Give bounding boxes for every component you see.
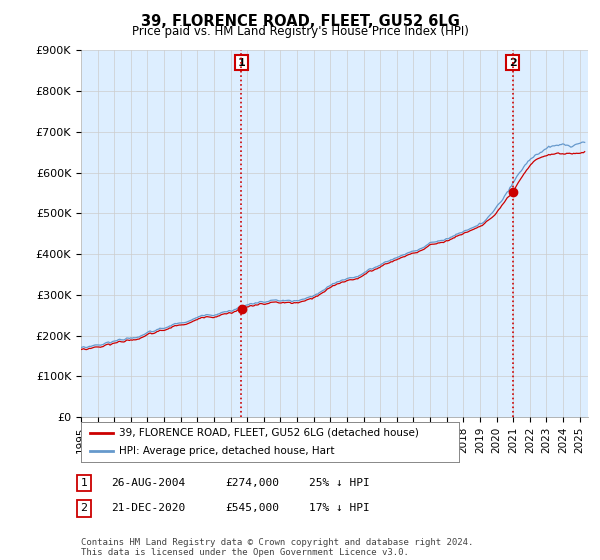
Text: 39, FLORENCE ROAD, FLEET, GU52 6LG (detached house): 39, FLORENCE ROAD, FLEET, GU52 6LG (deta… — [119, 428, 419, 437]
Text: 17% ↓ HPI: 17% ↓ HPI — [309, 503, 370, 514]
Text: Contains HM Land Registry data © Crown copyright and database right 2024.
This d: Contains HM Land Registry data © Crown c… — [81, 538, 473, 557]
Text: 25% ↓ HPI: 25% ↓ HPI — [309, 478, 370, 488]
Text: 26-AUG-2004: 26-AUG-2004 — [111, 478, 185, 488]
Text: HPI: Average price, detached house, Hart: HPI: Average price, detached house, Hart — [119, 446, 334, 456]
Text: 21-DEC-2020: 21-DEC-2020 — [111, 503, 185, 514]
Text: 1: 1 — [80, 478, 88, 488]
Text: £274,000: £274,000 — [225, 478, 279, 488]
Text: 2: 2 — [80, 503, 88, 514]
Text: Price paid vs. HM Land Registry's House Price Index (HPI): Price paid vs. HM Land Registry's House … — [131, 25, 469, 38]
Text: 39, FLORENCE ROAD, FLEET, GU52 6LG: 39, FLORENCE ROAD, FLEET, GU52 6LG — [140, 14, 460, 29]
Text: 2: 2 — [509, 58, 517, 68]
Text: 1: 1 — [238, 58, 245, 68]
Text: £545,000: £545,000 — [225, 503, 279, 514]
